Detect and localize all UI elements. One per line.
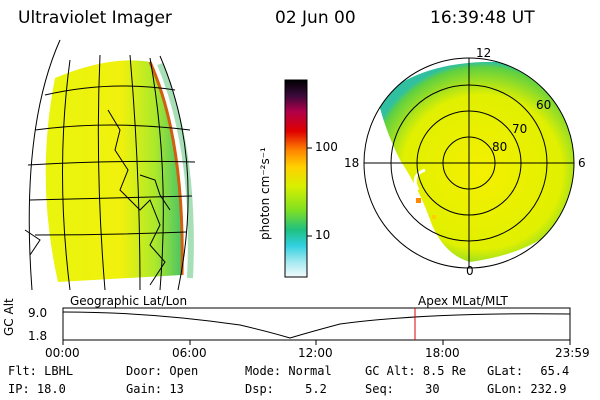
colorbar-unit-label: photon cm⁻²s⁻¹ bbox=[258, 147, 272, 240]
filter-status: Flt: LBHL bbox=[8, 364, 74, 378]
colorbar-tick-100: 100 bbox=[315, 140, 338, 154]
mlt-label-0: 0 bbox=[466, 264, 474, 278]
timeline-ytick-min: 1.8 bbox=[28, 329, 48, 343]
time-label: 16:39:48 UT bbox=[430, 8, 535, 28]
geographic-globe-image bbox=[24, 39, 196, 291]
door-status: Door: Open bbox=[126, 364, 199, 378]
timeline-xtick-1800: 18:00 bbox=[425, 346, 460, 360]
gcalt-status: GC Alt: 8.5 Re bbox=[365, 364, 467, 378]
glat-status: GLat: 65.4 bbox=[487, 364, 570, 378]
altitude-timeline bbox=[62, 307, 571, 345]
colorbar bbox=[284, 79, 308, 278]
mlat-label-70: 70 bbox=[512, 122, 528, 136]
gain-status: Gain: 13 bbox=[126, 382, 184, 396]
timeline-xtick-0000: 00:00 bbox=[45, 346, 80, 360]
mlt-label-18: 18 bbox=[344, 156, 360, 170]
timeline-xtick-2359: 23:59 bbox=[555, 346, 590, 360]
left-panel-label: Geographic Lat/Lon bbox=[70, 294, 188, 308]
timeline-xtick-1200: 12:00 bbox=[298, 346, 333, 360]
mlt-label-12: 12 bbox=[476, 46, 492, 60]
instrument-title: Ultraviolet Imager bbox=[18, 8, 172, 28]
dsp-status: Dsp: 5.2 bbox=[245, 382, 327, 396]
seq-status: Seq: 30 bbox=[365, 382, 440, 396]
mlt-label-6: 6 bbox=[578, 156, 586, 170]
ip-status: IP: 18.0 bbox=[8, 382, 66, 396]
mlat-label-60: 60 bbox=[536, 98, 552, 112]
date-label: 02 Jun 00 bbox=[275, 8, 356, 28]
mlat-label-80: 80 bbox=[492, 140, 508, 154]
glon-status: GLon: 232.9 bbox=[487, 382, 567, 396]
colorbar-tick-10: 10 bbox=[315, 228, 331, 242]
timeline-ytick-max: 9.0 bbox=[28, 306, 48, 320]
mode-status: Mode: Normal bbox=[245, 364, 332, 378]
timeline-xtick-0600: 06:00 bbox=[172, 346, 207, 360]
polar-mlat-mlt-plot bbox=[363, 57, 575, 269]
right-panel-label: Apex MLat/MLT bbox=[418, 294, 508, 308]
timeline-ylabel: GC Alt bbox=[2, 298, 16, 336]
